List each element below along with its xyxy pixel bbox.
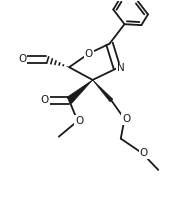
- Polygon shape: [67, 80, 93, 103]
- Text: O: O: [140, 148, 148, 158]
- Text: O: O: [75, 116, 83, 126]
- Text: O: O: [122, 114, 130, 124]
- Polygon shape: [93, 80, 113, 102]
- Text: O: O: [85, 48, 93, 59]
- Text: N: N: [116, 63, 124, 73]
- Text: O: O: [18, 54, 26, 64]
- Text: O: O: [41, 96, 49, 105]
